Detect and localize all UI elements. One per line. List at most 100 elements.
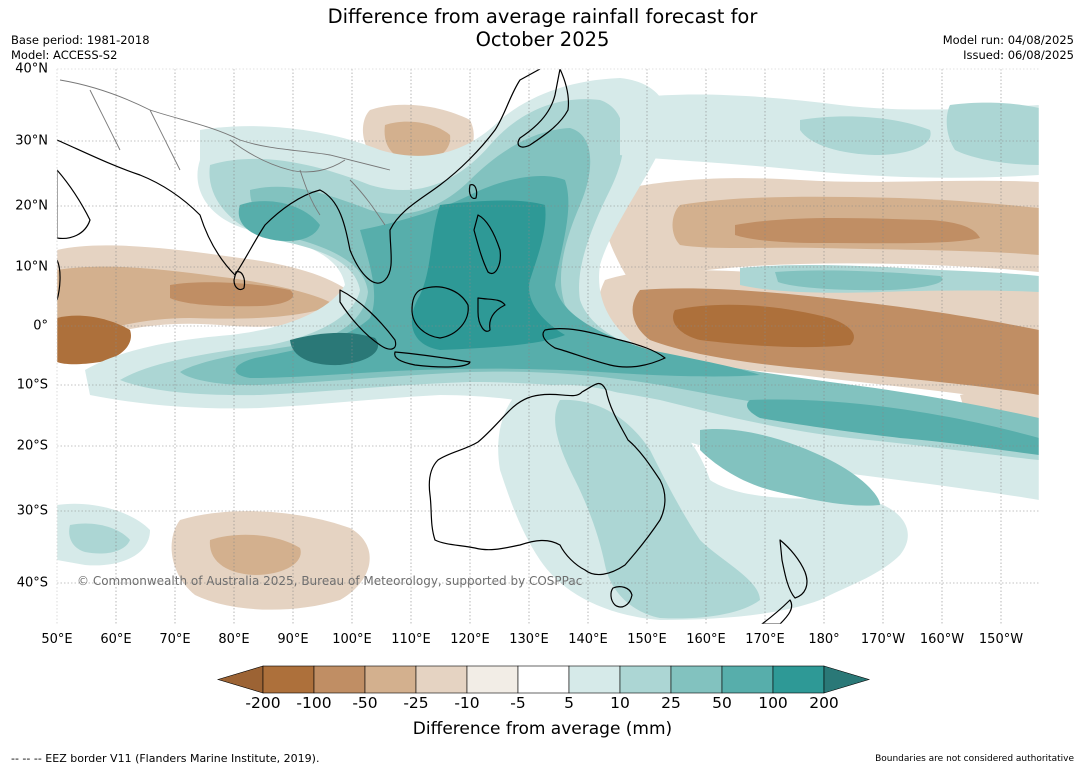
- philippines-coastline: [473, 214, 501, 274]
- colorbar-bin-2: [313, 665, 366, 694]
- colorbar-tick: -10: [454, 694, 480, 712]
- eez-border-note: -- -- -- EEZ border V11 (Flanders Marine…: [11, 752, 320, 765]
- coastlines: [57, 69, 808, 624]
- model-name-text: Model: ACCESS-S2: [11, 48, 118, 62]
- copyright-notice: © Commonwealth of Australia 2025, Bureau…: [77, 574, 583, 588]
- australia-coastline: [428, 382, 666, 576]
- lon-label-120e: 120°E: [450, 632, 490, 647]
- colorbar-bin-5: [466, 665, 519, 694]
- colorbar-tick: 10: [610, 694, 630, 712]
- issued-date-text: Issued: 06/08/2025: [963, 48, 1074, 62]
- model-run-text: Model run: 04/08/2025: [942, 33, 1074, 47]
- colorbar-bin-10: [721, 665, 774, 694]
- colorbar-tick: 5: [564, 694, 574, 712]
- wet-anomaly-north-pacific-mid: [800, 116, 931, 155]
- colorbar-title: Difference from average (mm): [412, 719, 673, 739]
- wet-anomaly-sumatra-extreme: [290, 332, 379, 366]
- lon-label-140e: 140°E: [568, 632, 608, 647]
- colorbar-tick: -100: [296, 694, 332, 712]
- wet-anomaly-southwest-indian-mid: [69, 523, 130, 554]
- colorbar-bin-4: [415, 665, 468, 694]
- colorbar-tick: 100: [758, 694, 788, 712]
- lat-label-10s: 10°S: [16, 377, 48, 393]
- dry-anomaly-southern-indian-core: [209, 534, 301, 575]
- dry-anomaly-north-pacific-strong: [735, 217, 980, 244]
- lon-label-170e: 170°E: [745, 632, 785, 647]
- lon-label-130e: 130°E: [509, 632, 549, 647]
- run-info: Model run: 04/08/2025 Issued: 06/08/2025: [943, 33, 1074, 63]
- lon-label-150w: 150°W: [978, 632, 1024, 647]
- lon-label-60e: 60°E: [100, 632, 132, 647]
- colorbar-tick: -50: [352, 694, 378, 712]
- lon-label-50e: 50°E: [41, 632, 73, 647]
- colorbar-bin-7: [568, 665, 621, 694]
- wet-anomaly-north-pacific-east: [946, 102, 1039, 165]
- title-line-2: October 2025: [475, 28, 610, 51]
- lon-label-110e: 110°E: [391, 632, 431, 647]
- colorbar-tick: -5: [510, 694, 526, 712]
- sumatra-coastline: [339, 289, 397, 350]
- country-borders: [59, 79, 391, 226]
- dry-anomaly-china-core: [384, 121, 451, 162]
- colorbar-tick: -200: [245, 694, 281, 712]
- lon-label-160w: 160°W: [919, 632, 965, 647]
- colorbar-bin-11: [772, 665, 825, 694]
- colorbar: [216, 665, 871, 694]
- colorbar-tick: 50: [712, 694, 732, 712]
- wet-anomaly-itcz-core: [775, 270, 943, 291]
- title-line-1: Difference from average rainfall forecas…: [327, 5, 758, 28]
- sri-lanka-coastline: [233, 271, 246, 291]
- colorbar-bin-1: [262, 665, 315, 694]
- new-guinea-coastline: [542, 328, 666, 368]
- africa-coastline: [57, 259, 61, 301]
- colorbar-tick: 200: [809, 694, 839, 712]
- mainland-asia-coastline: [57, 69, 541, 284]
- colorbar-arrow-left: [216, 665, 264, 694]
- wet-anomaly-east-australia: [700, 429, 880, 506]
- dry-anomaly-west-indian-strong: [57, 315, 131, 365]
- arabia-coastline: [57, 169, 91, 240]
- lat-label-20s: 20°S: [16, 438, 48, 454]
- wet-anomaly-bay-of-bengal: [238, 201, 320, 242]
- lat-label-40n: 40°N: [15, 61, 48, 77]
- colorbar-bin-8: [619, 665, 672, 694]
- lat-label-20n: 20°N: [15, 198, 48, 214]
- lon-label-80e: 80°E: [218, 632, 250, 647]
- lon-label-90e: 90°E: [277, 632, 309, 647]
- anomaly-shading: [57, 78, 1039, 620]
- japan-coastline: [517, 69, 570, 148]
- new-zealand-north-coastline: [779, 539, 808, 599]
- base-period-text: Base period: 1981-2018: [11, 33, 150, 47]
- wet-anomaly-spcz-core: [747, 399, 1039, 455]
- model-info: Base period: 1981-2018 Model: ACCESS-S2: [11, 33, 150, 63]
- borneo-coastline: [411, 286, 469, 339]
- lon-label-160e: 160°E: [686, 632, 726, 647]
- lat-label-40s: 40°S: [16, 575, 48, 591]
- colorbar-bin-6: [517, 665, 570, 694]
- boundary-disclaimer: Boundaries are not considered authoritat…: [875, 754, 1074, 764]
- colorbar-tick: 25: [661, 694, 681, 712]
- colorbar-bin-3: [364, 665, 417, 694]
- graticule: [56, 68, 1039, 624]
- tasmania-coastline: [610, 586, 633, 608]
- sulawesi-coastline: [477, 297, 506, 332]
- map-frame: [56, 68, 1040, 625]
- lon-label-150e: 150°E: [627, 632, 667, 647]
- taiwan-coastline: [468, 184, 478, 200]
- lon-label-180: 180°: [808, 632, 840, 647]
- lat-label-equator: 0°: [33, 318, 48, 334]
- lon-label-100e: 100°E: [332, 632, 372, 647]
- colorbar-bin-9: [670, 665, 723, 694]
- lat-label-10n: 10°N: [15, 259, 48, 275]
- lon-label-70e: 70°E: [159, 632, 191, 647]
- lat-label-30n: 30°N: [15, 133, 48, 149]
- wet-anomaly-australia-mid: [555, 399, 760, 619]
- dry-anomaly-equatorial-pacific-strong: [672, 304, 854, 348]
- map-title: Difference from average rainfall forecas…: [0, 5, 1085, 51]
- new-zealand-south-coastline: [761, 599, 793, 624]
- colorbar-arrow-right: [823, 665, 871, 694]
- dry-anomaly-bay-arabian-strong: [170, 282, 294, 307]
- colorbar-tick: -25: [403, 694, 429, 712]
